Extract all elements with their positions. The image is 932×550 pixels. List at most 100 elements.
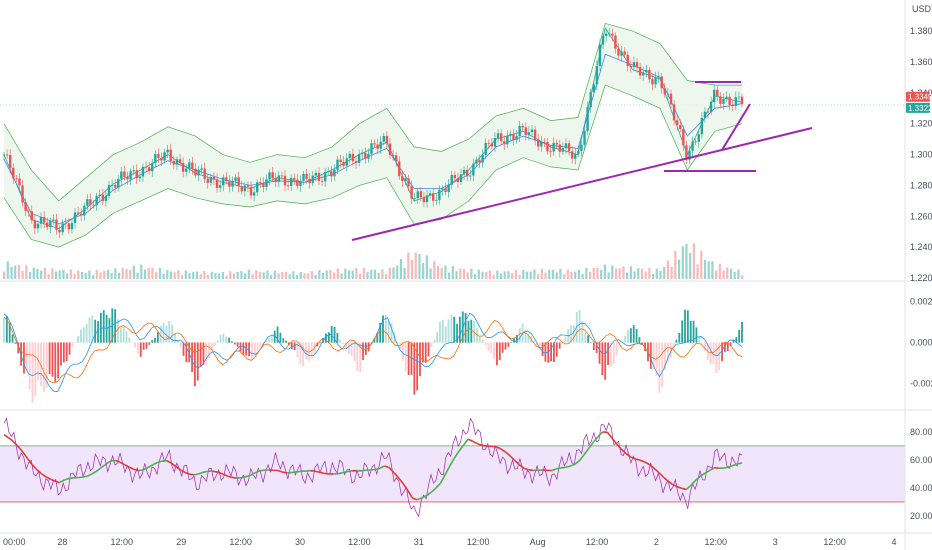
rsi-pane[interactable] xyxy=(0,417,905,518)
macd-histogram-bar xyxy=(692,320,695,343)
candle-body xyxy=(24,202,27,211)
candle-body xyxy=(503,141,506,145)
candle-body xyxy=(672,104,676,121)
rsi-tick-label: 40.00 xyxy=(910,483,932,493)
macd-histogram-bar xyxy=(695,327,698,343)
macd-histogram-bar xyxy=(501,342,504,353)
candle-body xyxy=(240,186,243,192)
candle-body xyxy=(648,69,651,80)
macd-histogram-bar xyxy=(347,342,350,355)
candle-body xyxy=(740,96,744,105)
macd-histogram-bar xyxy=(336,332,339,343)
candle-body xyxy=(49,220,52,228)
macd-histogram-bar xyxy=(265,341,268,343)
macd-histogram-bar xyxy=(652,342,655,369)
macd-histogram-bar xyxy=(558,342,561,349)
rsi-smoothed-segment xyxy=(8,437,14,443)
candle-body xyxy=(256,182,259,193)
time-tick-label: 30 xyxy=(295,537,305,547)
volume-bar xyxy=(214,272,217,279)
macd-histogram-bar xyxy=(102,310,105,343)
macd-histogram-bar xyxy=(82,327,85,343)
rsi-smoothed-segment xyxy=(96,466,102,472)
macd-histogram-bar xyxy=(487,342,490,351)
price-pane[interactable] xyxy=(0,22,905,248)
volume-bar xyxy=(481,271,484,279)
macd-histogram-bar xyxy=(97,321,99,343)
volume-bar xyxy=(459,268,462,279)
candle-body xyxy=(8,154,12,168)
macd-histogram-bar xyxy=(339,339,342,343)
candle-body xyxy=(197,169,200,176)
volume-bar xyxy=(433,260,436,279)
macd-histogram-bar xyxy=(510,341,513,343)
candle-body xyxy=(626,54,629,66)
candle-body xyxy=(147,167,151,172)
candle-body xyxy=(27,210,30,212)
candle-body xyxy=(657,76,660,78)
macd-histogram-bar xyxy=(293,342,296,350)
macd-histogram-bar xyxy=(587,335,590,343)
volume-bar xyxy=(670,266,673,279)
volume-bar xyxy=(707,261,710,279)
rsi-smoothed-segment xyxy=(737,462,743,465)
macd-histogram-bar xyxy=(28,342,31,390)
volume-bar xyxy=(611,265,614,279)
rsi-smoothed-segment xyxy=(477,443,483,447)
candle-body xyxy=(252,192,256,196)
candle-body xyxy=(194,168,197,176)
volume-bar xyxy=(651,274,655,279)
volume-bar xyxy=(106,269,110,279)
macd-histogram-bar xyxy=(45,342,48,388)
macd-histogram-bar xyxy=(231,341,233,343)
candle-body xyxy=(376,144,379,149)
candle-body xyxy=(512,133,515,140)
trendline-support[interactable] xyxy=(351,127,813,241)
volume-bar xyxy=(69,269,72,279)
band-fill xyxy=(4,23,742,248)
volume-bar xyxy=(318,270,321,279)
macd-histogram-bar xyxy=(154,337,156,343)
macd-histogram-bar xyxy=(535,342,538,346)
macd-histogram-bar xyxy=(148,342,151,345)
candle-body xyxy=(617,48,620,56)
volume-bar xyxy=(28,271,32,279)
volume-bar xyxy=(25,265,28,279)
candle-body xyxy=(370,143,373,154)
macd-histogram-bar xyxy=(191,342,193,373)
candle-body xyxy=(487,142,490,144)
rsi-smoothed-segment xyxy=(226,474,232,479)
macd-histogram-bar xyxy=(684,309,686,343)
time-tick-label: 28 xyxy=(57,537,67,547)
macd-histogram-bar xyxy=(595,342,598,353)
rsi-smoothed-segment xyxy=(662,476,669,482)
volume-bar xyxy=(715,270,718,279)
rsi-smoothed-segment xyxy=(384,465,390,469)
candle-body xyxy=(697,134,700,142)
macd-histogram-bar xyxy=(80,329,82,343)
rsi-smoothed-segment xyxy=(59,479,65,484)
volume-bar xyxy=(666,260,670,279)
rsi-smoothed-segment xyxy=(245,474,251,478)
rsi-smoothed-segment xyxy=(704,469,710,474)
macd-histogram-bar xyxy=(404,342,407,372)
candle-body xyxy=(184,168,188,172)
volume-bar xyxy=(399,258,403,279)
macd-histogram-bar xyxy=(222,333,225,343)
rsi-smoothed-segment xyxy=(620,448,627,455)
candle-body xyxy=(713,89,716,103)
volume-bar xyxy=(277,273,280,279)
macd-histogram-bar xyxy=(176,340,179,343)
volume-bar xyxy=(596,267,599,279)
rsi-smoothed-segment xyxy=(462,438,469,446)
trendline-breakout[interactable] xyxy=(721,103,751,151)
candle-body xyxy=(5,154,9,156)
macd-histogram-bar xyxy=(664,342,666,371)
macd-histogram-bar xyxy=(601,342,604,376)
rsi-smoothed-segment xyxy=(375,467,381,471)
macd-pane[interactable] xyxy=(3,308,743,403)
volume-bar xyxy=(281,271,284,279)
rsi-smoothed-segment xyxy=(644,461,650,466)
macd-histogram-bar xyxy=(686,310,689,343)
